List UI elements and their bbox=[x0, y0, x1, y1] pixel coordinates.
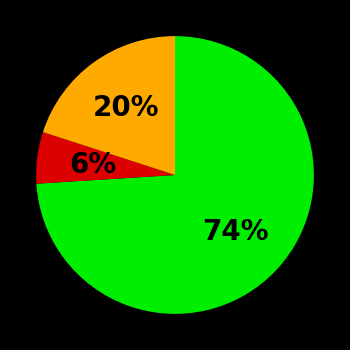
Text: 20%: 20% bbox=[93, 93, 159, 121]
Text: 6%: 6% bbox=[69, 150, 116, 178]
Text: 74%: 74% bbox=[203, 218, 269, 246]
Wedge shape bbox=[43, 36, 175, 175]
Wedge shape bbox=[36, 132, 175, 184]
Wedge shape bbox=[36, 36, 314, 314]
